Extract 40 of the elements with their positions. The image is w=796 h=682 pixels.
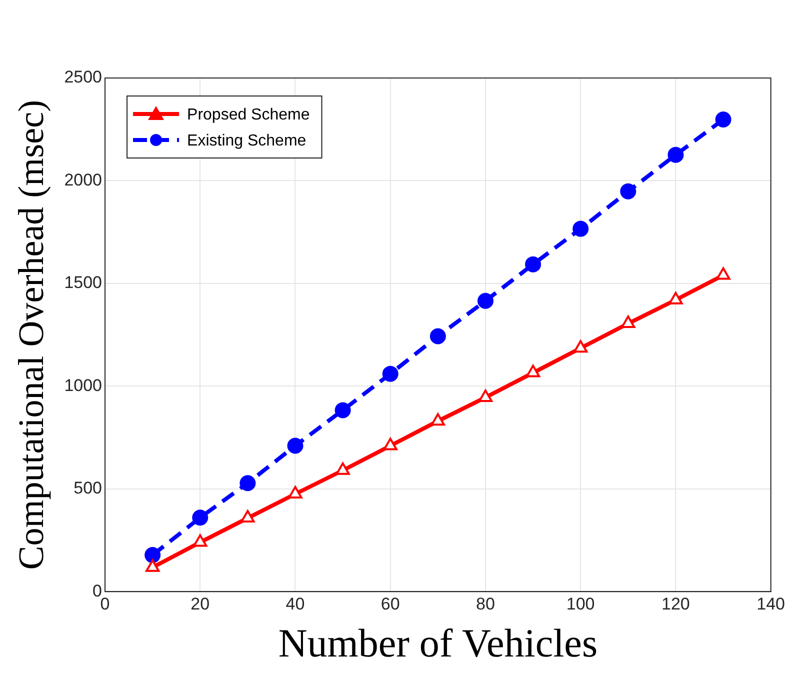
point bbox=[146, 559, 160, 572]
point bbox=[478, 389, 493, 402]
y-tick-label: 2500 bbox=[64, 68, 102, 87]
legend-label: Existing Scheme bbox=[187, 132, 306, 150]
point bbox=[430, 413, 445, 426]
x-tick-label: 40 bbox=[286, 594, 305, 614]
point bbox=[430, 328, 446, 344]
x-tick-label: 20 bbox=[190, 594, 210, 614]
point bbox=[477, 292, 494, 309]
point bbox=[240, 510, 255, 523]
point bbox=[716, 267, 730, 280]
x-tick-label: 80 bbox=[476, 594, 495, 614]
point bbox=[668, 292, 683, 304]
point bbox=[334, 402, 351, 418]
y-tick-label: 1500 bbox=[64, 273, 102, 292]
y-axis-title: Computational Overhead (msec) bbox=[11, 100, 52, 570]
x-tick-label: 60 bbox=[380, 594, 400, 614]
point bbox=[572, 220, 589, 237]
point bbox=[383, 438, 398, 450]
y-tick-label: 0 bbox=[92, 581, 102, 600]
point bbox=[287, 438, 304, 454]
point bbox=[382, 366, 398, 382]
point bbox=[620, 183, 636, 200]
point bbox=[336, 462, 350, 475]
point bbox=[193, 534, 208, 547]
x-axis-title: Number of Vehicles bbox=[278, 620, 598, 666]
y-tick-label: 500 bbox=[74, 478, 102, 498]
y-tick-label: 1000 bbox=[64, 376, 102, 395]
point bbox=[288, 486, 302, 499]
point bbox=[715, 112, 732, 128]
x-tick-label: 120 bbox=[662, 594, 690, 614]
point bbox=[668, 146, 684, 163]
point bbox=[621, 316, 636, 328]
point bbox=[526, 364, 540, 378]
y-tick-label: 2000 bbox=[64, 170, 102, 190]
x-tick-label: 140 bbox=[756, 594, 786, 614]
legend-label: Propsed Scheme bbox=[187, 106, 310, 124]
x-tick-label: 100 bbox=[566, 594, 595, 614]
point bbox=[574, 340, 588, 353]
point bbox=[525, 256, 542, 272]
